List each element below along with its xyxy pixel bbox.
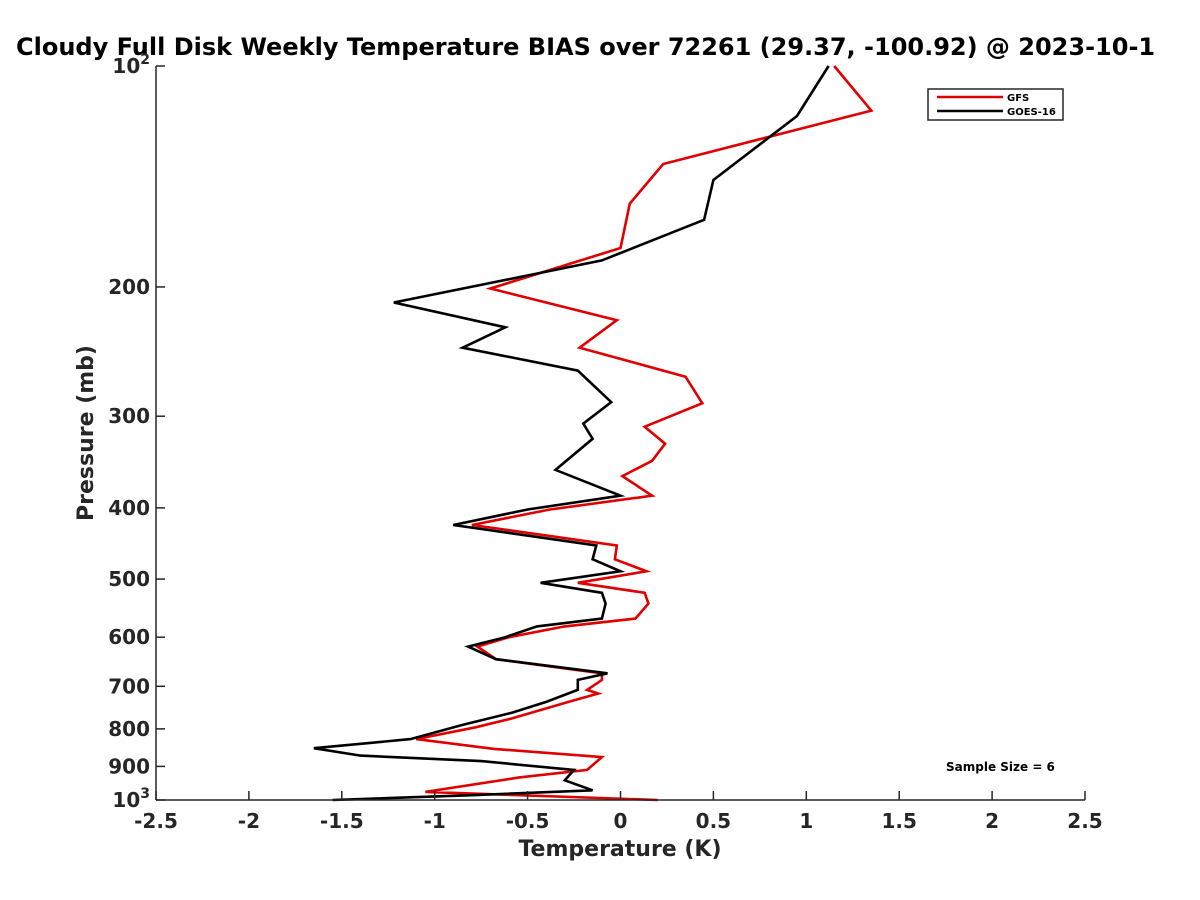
x-tick-label: -1.5 <box>320 809 364 833</box>
series-layer <box>313 65 874 802</box>
x-tick-label: 0.5 <box>696 809 731 833</box>
y-tick-label: 500 <box>108 567 150 591</box>
x-tick-label: -1 <box>424 809 446 833</box>
x-tick-label: 2 <box>985 809 999 833</box>
axes-layer: -2.5 -2 -1.5 -1 -0.5 0 0.5 1 1.5 2 2.5 102 200 300 400… <box>108 52 1102 833</box>
x-tick-label: 2.5 <box>1067 809 1102 833</box>
y-tick-label: 102 <box>112 52 150 78</box>
y-tick-label: 700 <box>108 674 150 698</box>
x-tick-label: -2 <box>238 809 260 833</box>
series-line-goes16 <box>313 65 830 802</box>
y-tick-label: 900 <box>108 754 150 778</box>
x-axis-label: Temperature (K) <box>518 837 721 862</box>
y-tick-label: 800 <box>108 717 150 741</box>
legend-label-goes16: GOES-16 <box>1007 107 1056 118</box>
sample-size-note: Sample Size = 6 <box>946 760 1055 774</box>
x-tick-label: 1 <box>799 809 813 833</box>
x-tick-label: -0.5 <box>506 809 550 833</box>
plot-area: -2.5 -2 -1.5 -1 -0.5 0 0.5 1 1.5 2 2.5 102 200 300 400… <box>108 52 1102 833</box>
y-tick-label: 300 <box>108 404 150 428</box>
y-tick-label: 600 <box>108 625 150 649</box>
y-tick-label: 103 <box>112 786 150 812</box>
x-tick-label: 1.5 <box>881 809 916 833</box>
x-tick-label: -2.5 <box>134 809 178 833</box>
chart-title: Cloudy Full Disk Weekly Temperature BIAS… <box>16 33 1155 61</box>
series-line-gfs <box>415 65 874 802</box>
y-tick-label: 400 <box>108 496 150 520</box>
y-axis-label: Pressure (mb) <box>74 345 99 521</box>
legend-box <box>927 88 1064 121</box>
x-tick-label: 0 <box>614 809 628 833</box>
legend-label-gfs: GFS <box>1007 93 1029 104</box>
y-tick-label: 200 <box>108 275 150 299</box>
legend: GFS GOES-16 <box>927 88 1064 121</box>
